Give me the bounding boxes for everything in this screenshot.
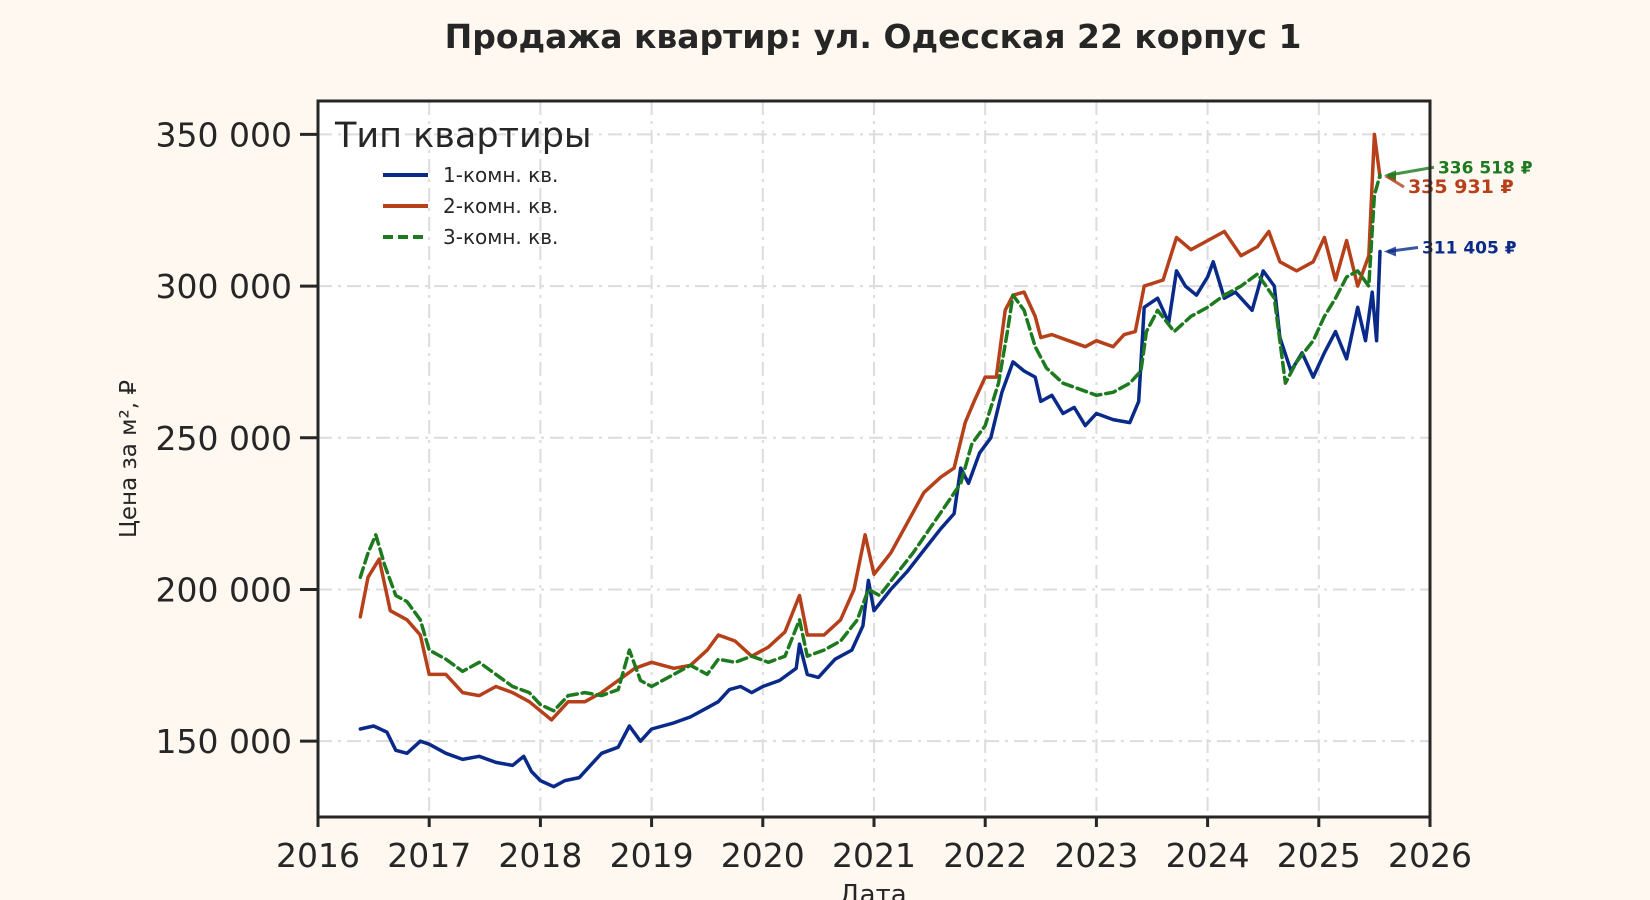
y-tick-label: 200 000 bbox=[156, 570, 292, 609]
y-tick-label: 250 000 bbox=[156, 419, 292, 458]
x-tick-label: 2021 bbox=[832, 836, 916, 875]
x-tick-label: 2024 bbox=[1166, 836, 1250, 875]
grid bbox=[318, 101, 1430, 817]
chart-title: Продажа квартир: ул. Одесская 22 корпус … bbox=[445, 17, 1302, 56]
x-tick-label: 2020 bbox=[721, 836, 805, 875]
end-label-arrowhead bbox=[1383, 170, 1396, 181]
legend-label-2: 2-комн. кв. bbox=[443, 194, 558, 218]
end-labels: 311 405 ₽ 335 931 ₽336 518 ₽ bbox=[1383, 158, 1533, 258]
end-label-arrowhead bbox=[1383, 246, 1396, 257]
x-tick-label: 2022 bbox=[943, 836, 1027, 875]
y-axis-label: Цена за м², ₽ bbox=[116, 380, 142, 538]
x-axis: 2016 2017 2018 2019 2020 2021 2022 2023 2024 2025… bbox=[276, 817, 1472, 875]
series-line-2 bbox=[358, 132, 1382, 722]
x-tick-label: 2017 bbox=[387, 836, 471, 875]
y-tick-label: 350 000 bbox=[156, 115, 292, 154]
x-axis-label: Дата bbox=[839, 880, 906, 900]
x-tick-label: 2016 bbox=[276, 836, 360, 875]
series-lines bbox=[358, 132, 1382, 789]
x-tick-label: 2018 bbox=[498, 836, 582, 875]
end-label-3: 336 518 ₽ bbox=[1438, 158, 1533, 178]
x-tick-label: 2023 bbox=[1054, 836, 1138, 875]
legend-title: Тип квартиры bbox=[334, 116, 592, 156]
y-tick-label: 300 000 bbox=[156, 267, 292, 306]
series-line-1 bbox=[358, 249, 1382, 789]
legend: Тип квартиры 1-комн. кв. 2-комн. кв. 3-ком… bbox=[334, 116, 592, 249]
x-tick-label: 2025 bbox=[1277, 836, 1361, 875]
y-axis: 150 000 200 000 250 000 300 000 350 000 bbox=[156, 115, 318, 761]
x-tick-label: 2019 bbox=[610, 836, 694, 875]
x-tick-label: 2026 bbox=[1388, 836, 1472, 875]
legend-label-3: 3-комн. кв. bbox=[443, 225, 558, 249]
end-label-2: 335 931 ₽ bbox=[1408, 176, 1514, 198]
end-label-1: 311 405 ₽ bbox=[1422, 238, 1517, 258]
legend-label-1: 1-комн. кв. bbox=[443, 163, 558, 187]
y-tick-label: 150 000 bbox=[156, 722, 292, 761]
series-line-3 bbox=[358, 173, 1382, 713]
